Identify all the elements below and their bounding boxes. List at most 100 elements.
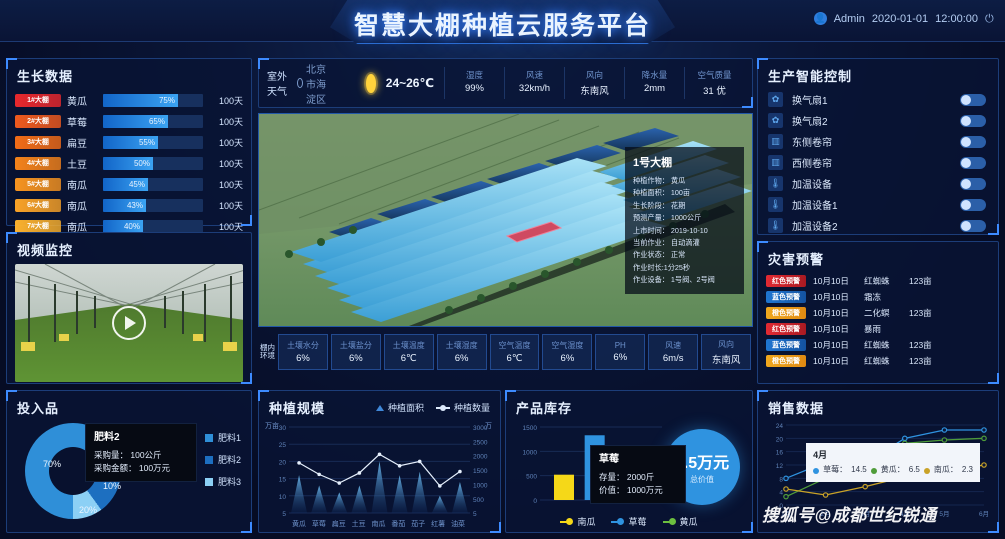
legend-item[interactable]: 肥料3	[204, 475, 241, 488]
x-tick-label: 土豆	[351, 521, 366, 528]
environment-cell: 空气湿度 6%	[542, 334, 593, 370]
crop-name: 草莓	[67, 117, 87, 129]
legend-swatch	[204, 455, 213, 464]
env-key: 空气温度	[498, 341, 531, 350]
warning-date: 10月10日	[813, 324, 849, 334]
warning-date: 10月10日	[813, 276, 849, 286]
legend-label: 南瓜	[577, 517, 596, 527]
env-value: 6%	[560, 353, 575, 364]
sales-chart: 0 4 8 12 16 20 24 1月 2月 3月 4月 5月 6月 4月 草莓： 14.5 黄瓜： 6.5…	[762, 419, 994, 527]
growth-days: 100天	[218, 179, 243, 190]
greenhouse-info-row: 上市时间： 2019-10-10	[633, 225, 708, 235]
inventory-chart: 0 500 1000 1500 草莓 存量： 2000斤 价值： 1000万元 7.5…	[514, 421, 744, 516]
environment-tag: 棚内环境	[260, 343, 275, 360]
warning-area: 123亩	[909, 340, 932, 350]
legend-item[interactable]: 黄瓜	[662, 515, 698, 528]
warning-type: 霜冻	[864, 292, 882, 302]
env-key: 空气湿度	[551, 341, 584, 350]
env-value: 6m/s	[662, 353, 684, 364]
env-key: 土壤湿度	[445, 341, 478, 350]
env-key: 风向	[718, 339, 735, 349]
weather-location[interactable]: 北京市海淀区	[297, 61, 334, 106]
svg-text:1000: 1000	[473, 482, 488, 489]
control-row[interactable]: 🌡 加温设备2	[758, 215, 998, 236]
crop-name: 南瓜	[67, 180, 87, 192]
warning-row[interactable]: 橙色预警 10月10日 二化螟 123亩	[758, 305, 998, 321]
x-tick-label: 油菜	[451, 521, 466, 528]
progress-bar: 55%	[103, 135, 203, 149]
growth-data-panel: 生长数据 1#大棚 黄瓜 75% 100天 2#大棚 草莓 65% 100天 3#大…	[6, 58, 252, 234]
control-row[interactable]: 🌡 加温设备	[758, 173, 998, 194]
video-player[interactable]	[15, 264, 243, 382]
app-header: 智慧大棚种植云服务平台 👤 Admin 2020-01-01 12:00:00 …	[0, 0, 1005, 44]
svg-text:5: 5	[282, 511, 286, 518]
legend-label: 肥料3	[217, 477, 241, 487]
weather-temperature: 24~26℃	[385, 76, 434, 90]
donut-label-0: 70%	[43, 459, 62, 469]
legend-item[interactable]: 草莓	[611, 515, 647, 528]
legend-item-area[interactable]: 种植面积	[375, 401, 424, 414]
control-toggle[interactable]	[960, 219, 986, 232]
growth-row[interactable]: 6#大棚 南瓜 43% 100天	[15, 196, 243, 214]
warning-row[interactable]: 红色预警 10月10日 红蜘蛛 123亩	[758, 273, 998, 289]
progress-label: 65%	[148, 116, 165, 126]
warning-row[interactable]: 橙色预警 10月10日 红蜘蛛 123亩	[758, 353, 998, 369]
warning-row[interactable]: 蓝色预警 10月10日 霜冻	[758, 289, 998, 305]
warning-row[interactable]: 红色预警 10月10日 暴雨	[758, 321, 998, 337]
svg-text:5月: 5月	[939, 510, 949, 518]
legend-item-count[interactable]: 种植数量	[435, 401, 490, 414]
header-date: 2020-01-01	[871, 12, 929, 25]
control-toggle[interactable]	[960, 135, 986, 148]
growth-row[interactable]: 3#大棚 扁豆 55% 100天	[15, 133, 243, 151]
video-monitor-panel: 视频监控	[6, 232, 252, 384]
legend-swatch	[204, 477, 213, 486]
progress-bar: 43%	[103, 198, 203, 212]
control-row[interactable]: ✿ 换气扇2	[758, 110, 998, 131]
metric-key: 湿度	[465, 70, 483, 80]
inventory-title: 产品库存	[516, 401, 573, 416]
control-row[interactable]: ✿ 换气扇1	[758, 89, 998, 110]
power-icon[interactable]: ⏻	[985, 12, 994, 25]
metric-key: 降水量	[641, 70, 668, 80]
control-label: 换气扇2	[792, 117, 828, 128]
control-row[interactable]: ▥ 西侧卷帘	[758, 152, 998, 173]
control-label: 东侧卷帘	[792, 138, 832, 149]
control-row[interactable]: 🌡 加温设备1	[758, 194, 998, 215]
growth-row[interactable]: 7#大棚 南瓜 40% 100天	[15, 217, 243, 235]
series-dot	[870, 467, 877, 474]
control-toggle[interactable]	[960, 93, 986, 106]
growth-row[interactable]: 1#大棚 黄瓜 75% 100天	[15, 91, 243, 109]
play-icon[interactable]	[112, 306, 146, 340]
legend-item[interactable]: 肥料2	[204, 453, 241, 466]
progress-label: 75%	[158, 95, 175, 105]
control-toggle[interactable]	[960, 156, 986, 169]
crop-name: 黄瓜	[67, 96, 87, 108]
control-toggle[interactable]	[960, 177, 986, 190]
fan-icon: ✿	[768, 113, 783, 128]
control-toggle[interactable]	[960, 114, 986, 127]
legend-swatch	[204, 433, 213, 442]
growth-row[interactable]: 5#大棚 南瓜 45% 100天	[15, 175, 243, 193]
growth-row[interactable]: 2#大棚 草莓 65% 100天	[15, 112, 243, 130]
warning-badge: 红色预警	[766, 323, 806, 335]
control-toggle[interactable]	[960, 198, 986, 211]
warning-row[interactable]: 蓝色预警 10月10日 红蜘蛛 123亩	[758, 337, 998, 353]
x-tick-label: 扁豆	[331, 521, 346, 528]
inventory-legend: 南瓜 草莓 黄瓜	[506, 515, 752, 528]
x-tick-label: 南瓜	[371, 521, 386, 528]
weather-metric: 降水量 2mm	[624, 67, 684, 99]
page-title: 智慧大棚种植云服务平台	[353, 12, 651, 40]
svg-text:500: 500	[526, 474, 537, 481]
greenhouse-badge: 7#大棚	[15, 219, 61, 233]
highlighted-greenhouse	[505, 221, 563, 243]
environment-cell: 土壤水分 6%	[278, 334, 328, 370]
greenhouse-3d-map[interactable]: 1号大棚 种植作物： 黄瓜 种植面积： 100亩 生长阶段： 花期 预测产量： 100…	[258, 113, 753, 327]
legend-item[interactable]: 肥料1	[204, 431, 241, 444]
control-row[interactable]: ▥ 东侧卷帘	[758, 131, 998, 152]
x-tick-label: 草莓	[311, 521, 326, 528]
svg-text:2500: 2500	[473, 439, 488, 446]
growth-row[interactable]: 4#大棚 土豆 50% 100天	[15, 154, 243, 172]
sales-tooltip-item: 南瓜： 2.3	[923, 464, 973, 477]
user-name: Admin	[833, 12, 865, 25]
legend-item[interactable]: 南瓜	[560, 515, 595, 528]
